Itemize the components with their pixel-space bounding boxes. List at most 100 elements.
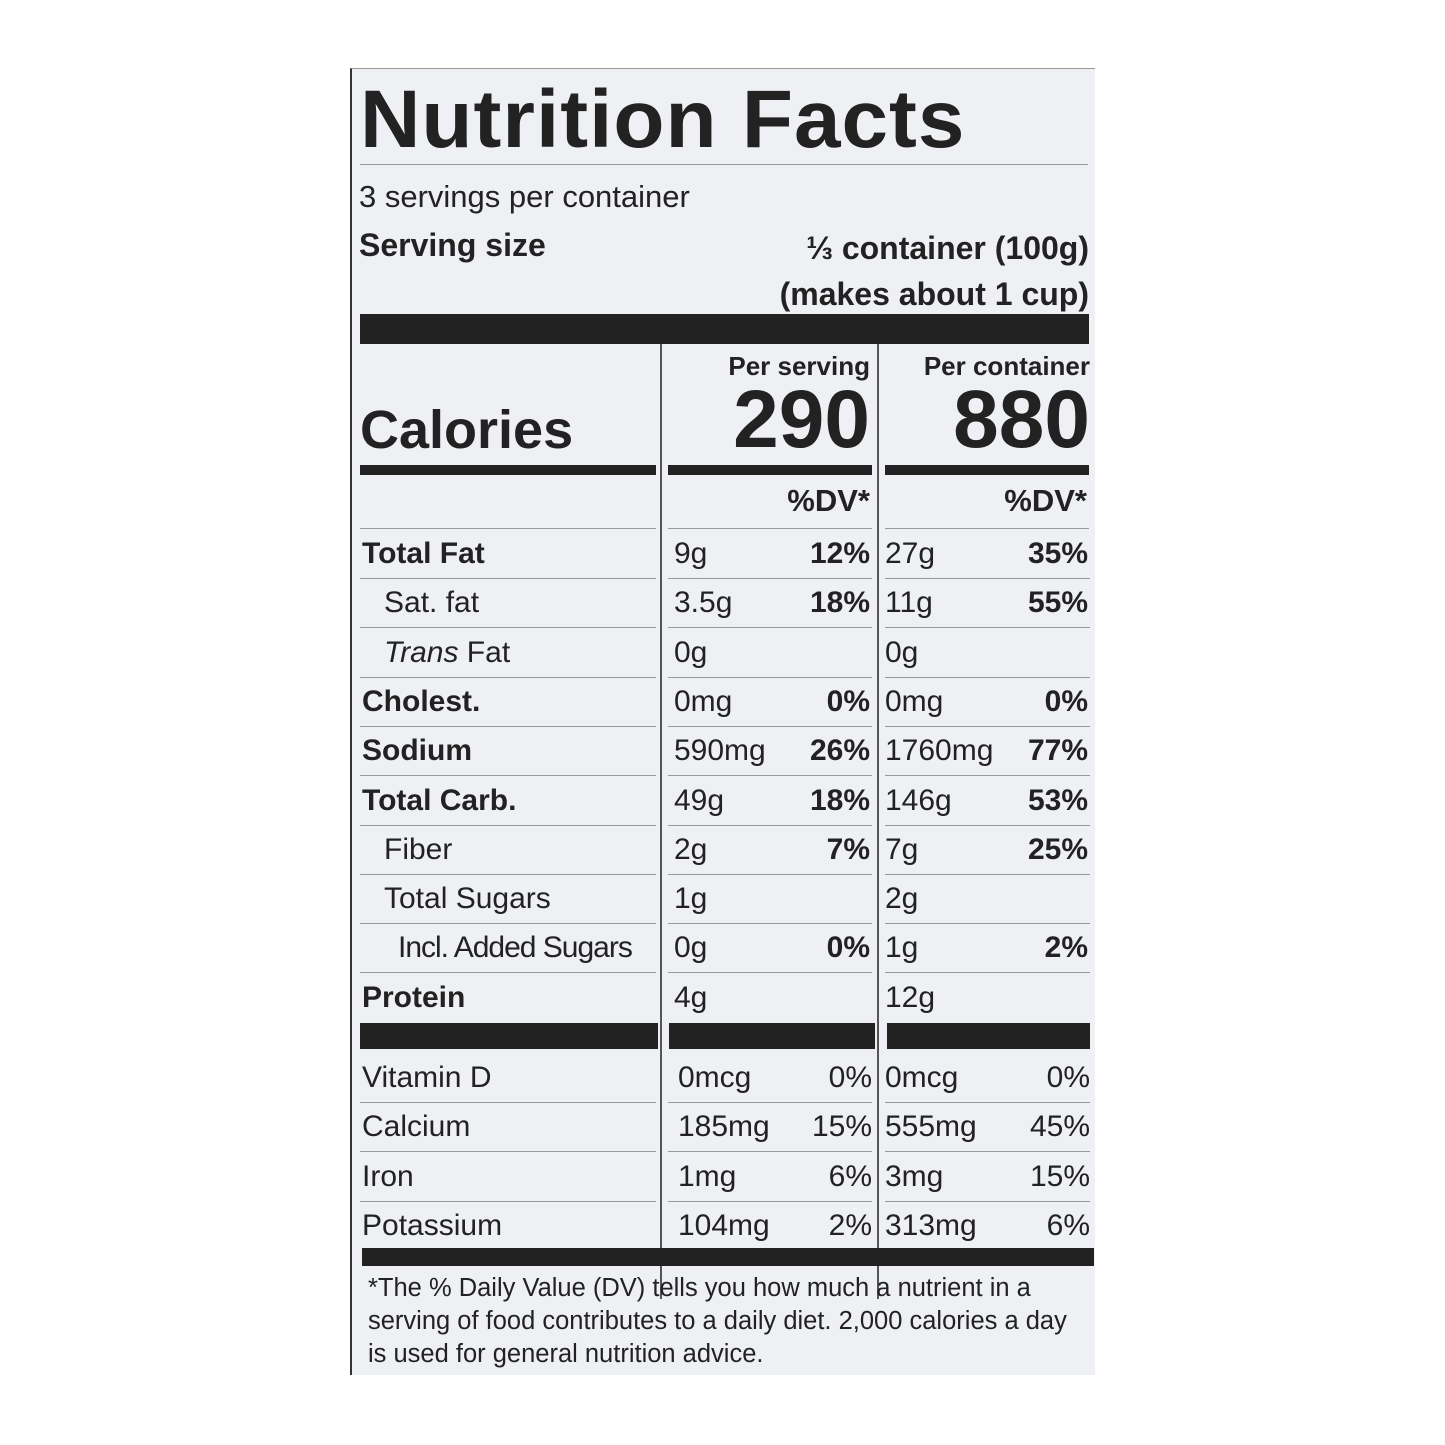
thick-bar <box>669 1023 875 1049</box>
amount: 0mcg <box>885 1061 959 1094</box>
per-container-cell: 1g 2% <box>885 924 1090 974</box>
calories-per-container: 880 <box>953 374 1090 465</box>
amount: 4g <box>674 981 708 1015</box>
thick-bar <box>887 1023 1090 1049</box>
per-container-cell: 0g <box>885 629 1090 678</box>
nutrient-name: Total Fat <box>362 537 485 570</box>
per-container-cell: 7g 25% <box>885 826 1090 875</box>
percent-daily-value: 12% <box>809 537 870 570</box>
nutrient-name: Potassium <box>362 1209 503 1243</box>
percent-daily-value: 55% <box>1027 586 1088 620</box>
nutrition-facts-label: Nutrition Facts 3 servings per container… <box>350 68 1095 1375</box>
percent-daily-value: 35% <box>1027 537 1088 570</box>
nutrient-name-cell: Trans Fat <box>360 629 656 678</box>
percent-daily-value: 0% <box>826 931 870 965</box>
nutrient-name-cell: Sodium <box>360 727 656 777</box>
percent-daily-value: 18% <box>809 586 870 620</box>
nutrient-name: Cholest. <box>362 684 481 718</box>
amount: 104mg <box>678 1209 770 1243</box>
amount: 0mg <box>885 684 944 718</box>
divider <box>360 528 656 529</box>
divider <box>668 528 872 529</box>
amount: 7g <box>885 832 919 866</box>
nutrient-name: Fiber <box>384 832 453 866</box>
per-serving-cell: 49g 18% <box>668 777 872 826</box>
serving-size-note: (makes about 1 cup) <box>779 276 1089 312</box>
per-serving-cell: 0mg 0% <box>668 678 872 727</box>
amount: 1g <box>885 931 919 965</box>
calories-bar <box>360 465 656 475</box>
per-container-cell: 0mcg 0% <box>885 1054 1090 1103</box>
thick-bar <box>362 1248 1094 1266</box>
amount: 1760mg <box>885 734 994 768</box>
percent-daily-value: 53% <box>1027 783 1088 817</box>
nutrient-name: Calcium <box>362 1110 471 1144</box>
per-serving-cell: 1mg 6% <box>668 1153 872 1202</box>
percent-daily-value: 26% <box>809 734 870 768</box>
nutrient-name: Protein <box>362 981 466 1015</box>
amount: 3mg <box>885 1159 944 1193</box>
serving-size-value: ⅓ container (100g) (makes about 1 cup) <box>780 225 1089 317</box>
label-title: Nutrition Facts <box>360 74 966 165</box>
nutrient-name: Vitamin D <box>362 1061 492 1094</box>
dv-header-serving: %DV* <box>787 483 870 518</box>
nutrient-name-cell: Calcium <box>360 1103 656 1153</box>
percent-daily-value: 0% <box>1044 684 1088 718</box>
per-container-cell: 2g <box>885 875 1090 925</box>
amount: 185mg <box>678 1110 770 1144</box>
amount: 0mcg <box>678 1061 752 1094</box>
nutrient-name-cell: Protein <box>360 974 656 1023</box>
amount: 9g <box>674 537 708 570</box>
amount: 12g <box>885 981 936 1015</box>
per-serving-cell: 0g 0% <box>668 924 872 974</box>
nutrient-name-cell: Cholest. <box>360 678 656 727</box>
serving-size-label: Serving size <box>359 227 546 263</box>
nutrient-name-cell: Potassium <box>360 1202 656 1251</box>
nutrient-name-cell: Total Sugars <box>360 875 656 925</box>
per-container-cell: 11g 55% <box>885 579 1090 629</box>
serving-size-amount: ⅓ container (100g) <box>806 230 1089 266</box>
column-divider <box>877 344 879 1299</box>
nutrient-name: Total Carb. <box>362 783 517 817</box>
nutrient-name: Iron <box>362 1159 414 1193</box>
per-container-cell: 1760mg 77% <box>885 727 1090 777</box>
per-serving-cell: 9g 12% <box>668 530 872 579</box>
per-serving-cell: 0g <box>668 629 872 678</box>
amount: 1mg <box>678 1159 737 1193</box>
nutrient-name-cell: Total Fat <box>360 530 656 579</box>
thick-bar <box>360 1023 658 1049</box>
per-serving-cell: 0mcg 0% <box>668 1054 872 1103</box>
amount: 555mg <box>885 1110 977 1144</box>
amount: 11g <box>885 586 933 620</box>
nutrient-name-cell: Sat. fat <box>360 579 656 629</box>
per-container-cell: 27g 35% <box>885 530 1090 579</box>
nutrient-name-cell: Vitamin D <box>360 1054 656 1103</box>
amount: 0g <box>885 635 919 669</box>
percent-daily-value: 25% <box>1027 832 1088 866</box>
amount: 590mg <box>674 734 766 768</box>
amount: 49g <box>674 783 725 817</box>
calories-label: Calories <box>360 400 574 460</box>
percent-daily-value: 0% <box>828 1061 872 1094</box>
percent-daily-value: 18% <box>809 783 870 817</box>
per-serving-cell: 590mg 26% <box>668 727 872 777</box>
per-serving-cell: 185mg 15% <box>668 1103 872 1153</box>
per-serving-cell: 3.5g 18% <box>668 579 872 629</box>
percent-daily-value: 77% <box>1027 734 1088 768</box>
column-divider <box>660 344 662 1299</box>
per-serving-header: Per serving <box>728 351 870 381</box>
amount: 146g <box>885 783 952 817</box>
percent-daily-value: 6% <box>828 1159 872 1193</box>
divider <box>885 528 1089 529</box>
per-serving-cell: 2g 7% <box>668 826 872 875</box>
amount: 2g <box>885 882 919 916</box>
per-container-cell: 555mg 45% <box>885 1103 1090 1153</box>
per-container-cell: 0mg 0% <box>885 678 1090 727</box>
amount: 0g <box>674 931 708 965</box>
amount: 27g <box>885 537 936 570</box>
amount: 0g <box>674 635 708 669</box>
nutrient-name: Total Sugars <box>384 882 551 916</box>
dv-header-container: %DV* <box>1004 483 1087 518</box>
nutrient-name: Sodium <box>362 734 472 768</box>
amount: 0mg <box>674 684 733 718</box>
